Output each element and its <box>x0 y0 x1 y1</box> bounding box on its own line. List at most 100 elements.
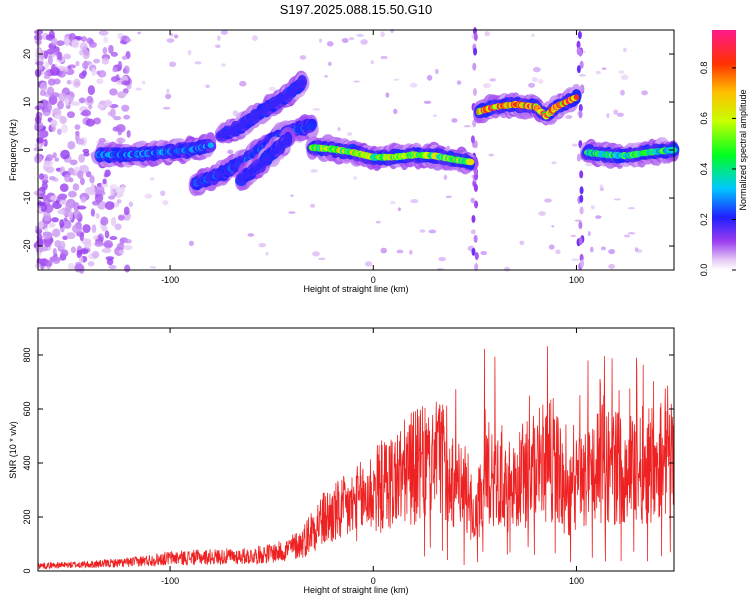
noise-blob <box>56 40 65 46</box>
noise-blob <box>470 229 476 235</box>
noise-blob <box>87 85 96 96</box>
noise-blob <box>109 88 118 96</box>
noise-blob <box>90 182 95 193</box>
noise-blob <box>463 125 472 128</box>
noise-blob <box>35 61 44 66</box>
noise-blob <box>488 153 494 157</box>
noise-blob <box>188 240 194 247</box>
noise-blob <box>608 264 616 270</box>
noise-blob <box>160 190 166 197</box>
noise-blob <box>290 194 294 197</box>
noise-blob <box>110 76 120 83</box>
noise-blob <box>65 201 73 212</box>
noise-blob <box>80 36 87 42</box>
noise-blob <box>589 246 594 253</box>
noise-blob <box>107 195 116 200</box>
noise-blob <box>380 31 385 38</box>
snr-x-tick-label: 0 <box>371 576 376 586</box>
noise-blob <box>101 181 109 188</box>
noise-blob <box>600 246 607 251</box>
noise-blob <box>613 109 619 115</box>
noise-blob <box>109 236 118 241</box>
noise-blob <box>118 214 124 219</box>
noise-blob <box>103 101 113 108</box>
noise-blob <box>69 159 78 166</box>
noise-blob <box>634 247 639 252</box>
noise-blob <box>149 265 157 269</box>
colorbar-ticks: 0.0 0.2 0.4 0.6 0.8 <box>699 62 736 276</box>
snr-y-tick-label: 400 <box>22 455 32 470</box>
noise-blob <box>205 84 210 88</box>
noise-blob <box>268 86 277 92</box>
streak-blob <box>472 119 477 128</box>
noise-blob <box>327 61 332 66</box>
noise-blob <box>78 72 86 79</box>
noise-blob <box>88 104 93 110</box>
noise-blob <box>504 266 511 272</box>
noise-blob <box>42 194 48 201</box>
noise-blob <box>96 70 101 75</box>
streak-blob <box>578 110 583 119</box>
streak-blob <box>474 263 479 272</box>
noise-blob <box>390 200 396 205</box>
noise-blob <box>72 183 80 191</box>
noise-blob <box>353 176 358 180</box>
noise-blob <box>443 174 448 180</box>
noise-blob <box>85 118 96 127</box>
streak-blob <box>576 65 581 74</box>
noise-blob <box>587 231 591 237</box>
noise-blob <box>79 42 88 51</box>
noise-blob <box>78 97 86 104</box>
spectrogram-x-tick-label: -100 <box>161 275 179 285</box>
streak-blob <box>578 221 583 230</box>
streak-blob <box>576 47 581 56</box>
noise-blob <box>312 108 321 111</box>
noise-blob <box>438 256 446 262</box>
noise-blob <box>221 63 226 67</box>
noise-blob <box>39 81 48 92</box>
noise-blob <box>124 264 131 273</box>
noise-blob <box>43 211 51 222</box>
noise-blob <box>319 38 323 43</box>
noise-blob <box>528 82 536 88</box>
noise-blob <box>48 175 56 181</box>
noise-blob <box>52 152 57 159</box>
noise-blob <box>445 195 452 199</box>
noise-blob <box>124 239 132 244</box>
noise-blob <box>214 44 221 49</box>
noise-blob <box>483 83 491 89</box>
noise-blob <box>220 29 228 35</box>
noise-blob <box>78 256 84 264</box>
noise-blob <box>98 30 109 36</box>
ridge-core <box>207 142 214 148</box>
noise-blob <box>173 34 179 39</box>
noise-blob <box>78 153 86 163</box>
noise-blob <box>67 140 76 150</box>
noise-blob <box>396 249 404 254</box>
colorbar-label: Normalized spectral amplitude <box>738 89 748 210</box>
noise-blob <box>51 217 59 223</box>
noise-blob <box>103 36 109 44</box>
noise-blob <box>92 235 99 240</box>
noise-blob <box>91 67 97 77</box>
noise-blob <box>94 185 105 195</box>
noise-blob <box>108 264 117 270</box>
noise-blob <box>451 118 458 123</box>
noise-blob <box>247 233 255 237</box>
noise-blob <box>39 90 47 97</box>
noise-blob <box>326 41 334 47</box>
noise-blob <box>489 78 497 82</box>
noise-blob <box>51 64 56 72</box>
noise-blob <box>97 201 107 210</box>
noise-blob <box>585 162 593 167</box>
streak-blob <box>474 200 479 209</box>
noise-blob <box>110 216 117 227</box>
noise-blob <box>70 246 77 254</box>
noise-blob <box>103 239 114 249</box>
noise-blob <box>104 201 115 210</box>
noise-blob <box>59 183 69 192</box>
colorbar-tick-label: 0.4 <box>699 163 709 176</box>
noise-blob <box>599 184 604 188</box>
streak-blob <box>579 194 584 203</box>
